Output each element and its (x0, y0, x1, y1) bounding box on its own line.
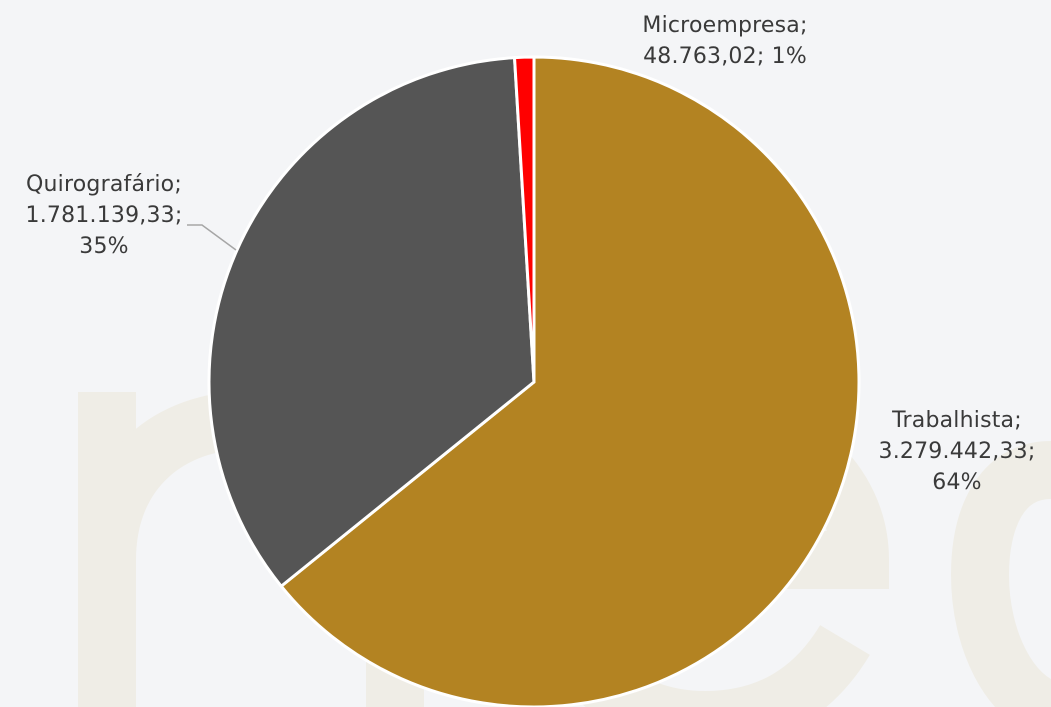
data-label-trabalhista-name: Trabalhista; (892, 408, 1022, 433)
data-label-microempresa: Microempresa; 48.763,02; 1% (615, 10, 835, 72)
data-label-quirografario-name: Quirografário; (26, 172, 182, 197)
data-label-trabalhista-percent: 64% (932, 470, 982, 495)
data-label-trabalhista-value: 3.279.442,33; (878, 439, 1036, 464)
data-label-microempresa-name: Microempresa; (642, 13, 808, 38)
data-label-quirografario-percent: 35% (79, 234, 129, 259)
pie-slice-quirografario (207, 56, 536, 588)
pie-slice-microempresa (513, 55, 536, 384)
data-label-trabalhista: Trabalhista; 3.279.442,33; 64% (863, 405, 1051, 498)
data-label-quirografario-value: 1.781.139,33; (25, 203, 183, 228)
data-label-quirografario: Quirografário; 1.781.139,33; 35% (0, 169, 208, 262)
data-label-microempresa-value: 48.763,02; 1% (643, 44, 807, 69)
leader-line-quirografario (187, 224, 237, 251)
pie-slice-trabalhista (279, 55, 861, 707)
